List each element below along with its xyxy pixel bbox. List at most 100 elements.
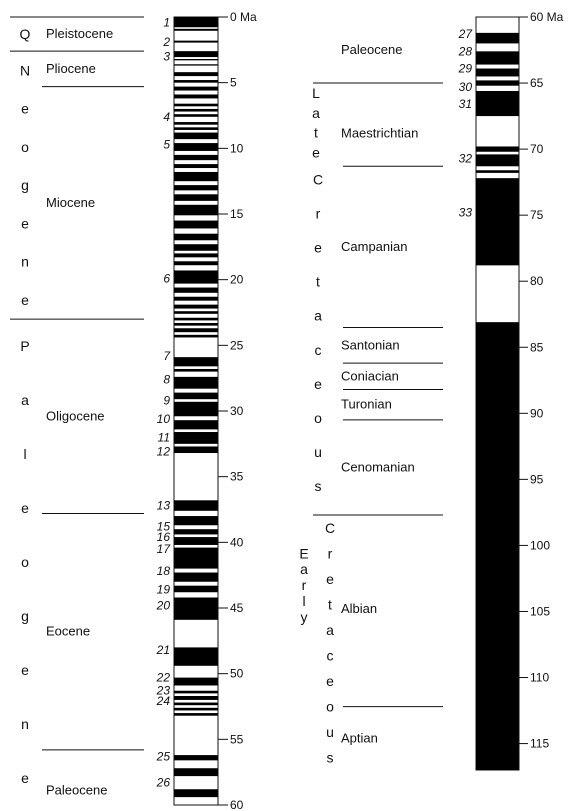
epoch-label: Oligocene: [46, 408, 105, 423]
chron-number: 22: [156, 671, 171, 685]
age-tick-label: 10: [230, 141, 244, 155]
normal-polarity-band: [174, 103, 218, 107]
normal-polarity-band: [174, 194, 218, 201]
normal-polarity-band: [174, 244, 218, 251]
system-letter: o: [326, 698, 334, 714]
chron-number: 25: [156, 749, 171, 763]
normal-polarity-band: [174, 17, 218, 28]
chron-number: 28: [458, 44, 473, 58]
chron-number: 8: [163, 372, 170, 386]
normal-polarity-band: [476, 178, 519, 266]
normal-polarity-band: [174, 516, 218, 526]
left-epoch-labels: Pleistocene Pliocene Miocene Oligocene Eocen…: [10, 16, 144, 798]
normal-polarity-band: [174, 127, 218, 130]
chron-number: 3: [163, 49, 170, 63]
epoch-label: Eocene: [46, 624, 90, 639]
age-tick-label: 65: [530, 76, 544, 90]
normal-polarity-band: [476, 68, 519, 77]
system-letter: t: [328, 596, 332, 612]
system-letter: e: [326, 571, 334, 587]
age-tick-label: 45: [230, 601, 244, 615]
system-letter: o: [314, 410, 322, 426]
chron-number: 18: [157, 564, 171, 578]
age-tick-label: 30: [230, 404, 244, 418]
system-letter: u: [326, 724, 334, 740]
chron-number: 5: [163, 137, 170, 151]
normal-polarity-band: [174, 401, 218, 417]
chron-number: 7: [163, 349, 171, 363]
left-age-scale: 0 Ma 5 10 15 20 25 30 35 40 45 50 55 60: [217, 10, 257, 811]
left-era-labels: Q Ne o g e n e Pa l e o g e n e: [20, 26, 31, 786]
normal-polarity-band: [174, 529, 218, 535]
chron-number: 9: [163, 393, 170, 407]
age-tick-label: 105: [530, 604, 550, 618]
normal-polarity-band: [174, 713, 218, 716]
normal-polarity-band: [174, 647, 218, 666]
left-chron-labels: 1234567891011121315161718192021222324252…: [156, 15, 172, 789]
normal-polarity-band: [174, 94, 218, 99]
normal-polarity-band: [174, 357, 218, 367]
age-tick-label: 25: [230, 338, 244, 352]
normal-polarity-band: [174, 368, 218, 372]
normal-polarity-band: [174, 789, 218, 798]
normal-polarity-band: [174, 28, 218, 31]
stage-label: Aptian: [341, 730, 378, 745]
normal-polarity-band: [174, 64, 218, 66]
right-stage-labels: Maestrichtian Campanian Santonian Coniacian…: [313, 82, 443, 745]
era-letter: l: [23, 446, 26, 462]
normal-polarity-band: [174, 171, 218, 182]
age-tick-label: 95: [530, 472, 544, 486]
era-letter: o: [21, 554, 29, 570]
normal-polarity-band: [174, 446, 218, 454]
epoch-letter: a: [300, 561, 308, 577]
normal-polarity-band: [174, 270, 218, 284]
epoch-label: Paleocene: [341, 42, 402, 57]
chron-number: 4: [163, 110, 170, 124]
epoch-label: Miocene: [46, 195, 95, 210]
chron-number: 31: [459, 97, 472, 111]
age-tick-label: 15: [230, 207, 244, 221]
epoch-letter: r: [302, 577, 307, 593]
chron-number: 11: [158, 430, 170, 444]
right-polarity-column: [475, 16, 520, 771]
era-letter: N: [20, 62, 30, 78]
normal-polarity-band: [174, 585, 218, 593]
normal-polarity-band: [476, 80, 519, 86]
era-letter: o: [21, 139, 29, 155]
normal-polarity-band: [174, 72, 218, 77]
normal-polarity-band: [174, 695, 218, 700]
normal-polarity-band: [476, 322, 519, 770]
normal-polarity-band: [174, 261, 218, 266]
age-tick-label: 20: [230, 273, 244, 287]
normal-polarity-band: [174, 334, 218, 338]
age-tick-label: 5: [230, 76, 237, 90]
epoch-letter: E: [299, 545, 308, 561]
normal-polarity-band: [174, 51, 218, 58]
normal-polarity-band: [174, 143, 218, 151]
normal-polarity-band: [174, 572, 218, 582]
epoch-letter: y: [301, 609, 308, 625]
system-letter: C: [313, 171, 323, 187]
age-tick-label: 115: [530, 737, 549, 751]
normal-polarity-band: [476, 170, 519, 173]
normal-polarity-band: [174, 304, 218, 309]
normal-polarity-band: [174, 164, 218, 169]
normal-polarity-band: [174, 420, 218, 430]
system-letter: r: [328, 545, 333, 561]
chron-number: 20: [156, 598, 171, 612]
chron-number: 33: [459, 206, 473, 220]
era-letter: e: [21, 500, 29, 516]
normal-polarity-band: [174, 154, 218, 161]
system-letter: s: [327, 749, 334, 765]
system-letter: c: [315, 342, 322, 358]
age-tick-label: 60: [230, 798, 244, 811]
normal-polarity-band: [174, 122, 218, 125]
normal-polarity-band: [174, 768, 218, 777]
system-letter: r: [316, 205, 321, 221]
normal-polarity-band: [174, 597, 218, 620]
age-tick-label: 60 Ma: [530, 10, 564, 24]
epoch-label: Pliocene: [46, 61, 96, 76]
normal-polarity-band: [174, 233, 218, 241]
normal-polarity-band: [174, 317, 218, 321]
chron-number: 16: [157, 530, 171, 544]
